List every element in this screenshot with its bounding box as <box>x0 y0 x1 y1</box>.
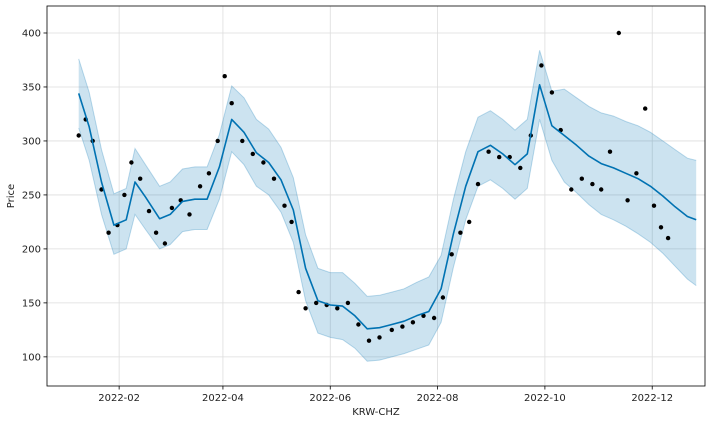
x-tick-label: 2022-02 <box>98 393 140 404</box>
observed-point <box>449 252 454 257</box>
observed-point <box>389 327 394 333</box>
observed-point <box>356 322 361 327</box>
observed-point <box>458 230 463 235</box>
observed-point <box>345 300 351 306</box>
observed-point <box>616 30 621 36</box>
x-tick-label: 2022-04 <box>202 393 244 404</box>
y-tick-label: 200 <box>22 244 41 255</box>
observed-point <box>240 138 245 144</box>
observed-point <box>377 335 382 340</box>
observed-point <box>138 176 143 181</box>
x-axis-label: KRW-CHZ <box>352 407 400 418</box>
observed-point <box>366 338 372 343</box>
observed-point <box>518 165 523 171</box>
observed-point <box>665 235 671 241</box>
observed-point <box>658 225 664 230</box>
observed-point <box>169 205 175 211</box>
observed-point <box>590 181 595 187</box>
uncertainty-band-group <box>78 50 697 362</box>
observed-point <box>271 176 277 181</box>
observed-point <box>400 324 405 329</box>
plot-area-frame <box>46 5 706 387</box>
observed-point <box>467 219 472 225</box>
observed-point <box>421 313 426 318</box>
y-axis-label: Price <box>6 184 17 208</box>
observed-point <box>206 171 212 176</box>
y-tick-label: 350 <box>22 82 41 93</box>
observed-point <box>569 187 574 192</box>
observed-point <box>76 133 81 138</box>
observed-point <box>296 289 301 295</box>
y-tick-label: 300 <box>22 136 41 147</box>
observed-point <box>335 306 340 311</box>
grid <box>47 6 705 386</box>
y-axis-ticks: 100 150 200 250 300 350 400 <box>22 28 47 363</box>
observed-point <box>625 198 630 203</box>
observed-point <box>162 241 168 246</box>
y-tick-label: 250 <box>22 190 41 201</box>
observed-point <box>303 306 308 311</box>
observed-point <box>129 160 134 165</box>
upper-bound-line <box>78 50 697 297</box>
observed-point <box>549 90 555 95</box>
lower-bound-line <box>78 119 697 362</box>
observed-point <box>634 171 639 176</box>
observed-point <box>222 74 227 79</box>
observed-point <box>651 203 657 208</box>
observed-point <box>261 160 266 165</box>
observed-point <box>197 184 203 189</box>
observed-point <box>282 203 287 208</box>
observed-point <box>146 208 152 214</box>
observed-point <box>440 295 446 300</box>
observed-points-group <box>76 30 671 343</box>
x-tick-label: 2022-12 <box>631 393 673 404</box>
observed-point <box>607 149 613 154</box>
observed-point <box>497 154 502 160</box>
observed-point <box>250 151 255 157</box>
observed-point <box>410 320 416 325</box>
observed-point <box>106 230 111 235</box>
observed-point <box>153 230 159 235</box>
observed-point <box>229 101 234 106</box>
x-tick-label: 2022-10 <box>524 393 566 404</box>
x-axis-ticks: 2022-02 2022-04 2022-06 2022-08 2022-10 2022-… <box>98 386 673 404</box>
x-tick-label: 2022-08 <box>417 393 459 404</box>
observed-point <box>475 181 481 187</box>
observed-point <box>599 187 604 192</box>
observed-point <box>215 138 220 144</box>
y-tick-label: 100 <box>22 352 41 363</box>
observed-point <box>431 315 437 321</box>
forecast-line <box>77 84 697 330</box>
y-tick-label: 400 <box>22 28 41 39</box>
observed-point <box>643 106 648 111</box>
observed-point <box>486 149 491 154</box>
forecast-line-group <box>77 84 697 330</box>
observed-point <box>289 219 294 225</box>
observed-point <box>187 212 192 217</box>
observed-point <box>539 63 544 68</box>
x-tick-label: 2022-06 <box>309 393 351 404</box>
observed-point <box>314 300 319 306</box>
uncertainty-band <box>78 50 697 362</box>
y-tick-label: 150 <box>22 298 41 309</box>
observed-point <box>122 192 127 198</box>
observed-point <box>579 176 584 181</box>
